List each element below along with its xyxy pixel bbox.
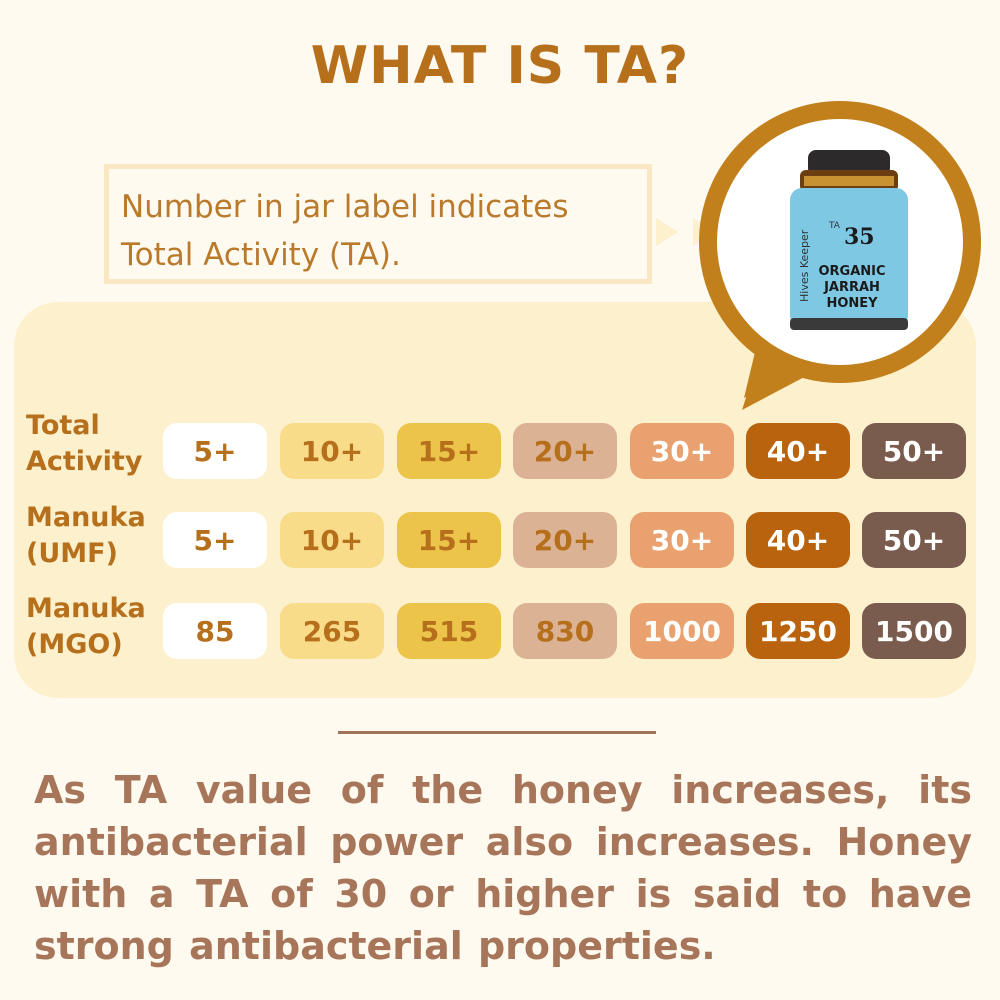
table-cell: 20+ — [513, 423, 617, 479]
table-cell: 15+ — [397, 423, 501, 479]
jar-ta-prefix: TA — [828, 221, 841, 231]
table-cell: 40+ — [746, 423, 850, 479]
row-label-line: Activity — [26, 446, 143, 477]
row-label-manuka-mgo: Manuka (MGO) — [26, 591, 166, 663]
table-cell: 10+ — [280, 423, 384, 479]
table-cell: 5+ — [163, 423, 267, 479]
table-cell: 15+ — [397, 512, 501, 568]
note-line-1: Number in jar label indicates — [121, 189, 569, 225]
table-cell: 5+ — [163, 512, 267, 568]
table-cell: 515 — [397, 603, 501, 659]
jar-brand: Hives Keeper — [798, 229, 811, 302]
row-label-manuka-umf: Manuka (UMF) — [26, 500, 166, 572]
table-cell: 50+ — [862, 512, 966, 568]
table-cell: 30+ — [630, 423, 734, 479]
table-cell: 20+ — [513, 512, 617, 568]
table-cell: 1500 — [862, 603, 966, 659]
jar-label-line-1: ORGANIC — [818, 264, 885, 279]
note-line-2: Total Activity (TA). — [121, 237, 401, 273]
info-note: Number in jar label indicates Total Acti… — [104, 164, 652, 284]
jar-label-line-3: HONEY — [826, 296, 878, 311]
table-cell: 30+ — [630, 512, 734, 568]
jar-bubble: Hives Keeper TA 35 ORGANIC JARRAH HONEY — [699, 101, 981, 410]
table-cell: 265 — [280, 603, 384, 659]
arrow-icon — [656, 218, 678, 246]
table-cell: 40+ — [746, 512, 850, 568]
table-cell: 1250 — [746, 603, 850, 659]
divider — [338, 731, 656, 734]
page-title: WHAT IS TA? — [310, 36, 690, 96]
summary-text: As TA value of the honey increases, its … — [34, 768, 972, 968]
row-label-line: Manuka — [26, 502, 146, 533]
table-cell: 830 — [513, 603, 617, 659]
honey-jar-image — [790, 150, 908, 330]
row-label-line: (UMF) — [26, 538, 118, 569]
table-cell: 10+ — [280, 512, 384, 568]
table-cell: 1000 — [630, 603, 734, 659]
row-label-line: (MGO) — [26, 629, 123, 660]
table-cell: 85 — [163, 603, 267, 659]
row-label-line: Total — [26, 410, 100, 441]
table-cell: 50+ — [862, 423, 966, 479]
jar-ta-value: 35 — [844, 224, 875, 250]
jar-label-line-2: JARRAH — [823, 280, 880, 295]
row-label-line: Manuka — [26, 593, 146, 624]
row-label-total-activity: Total Activity — [26, 408, 166, 480]
